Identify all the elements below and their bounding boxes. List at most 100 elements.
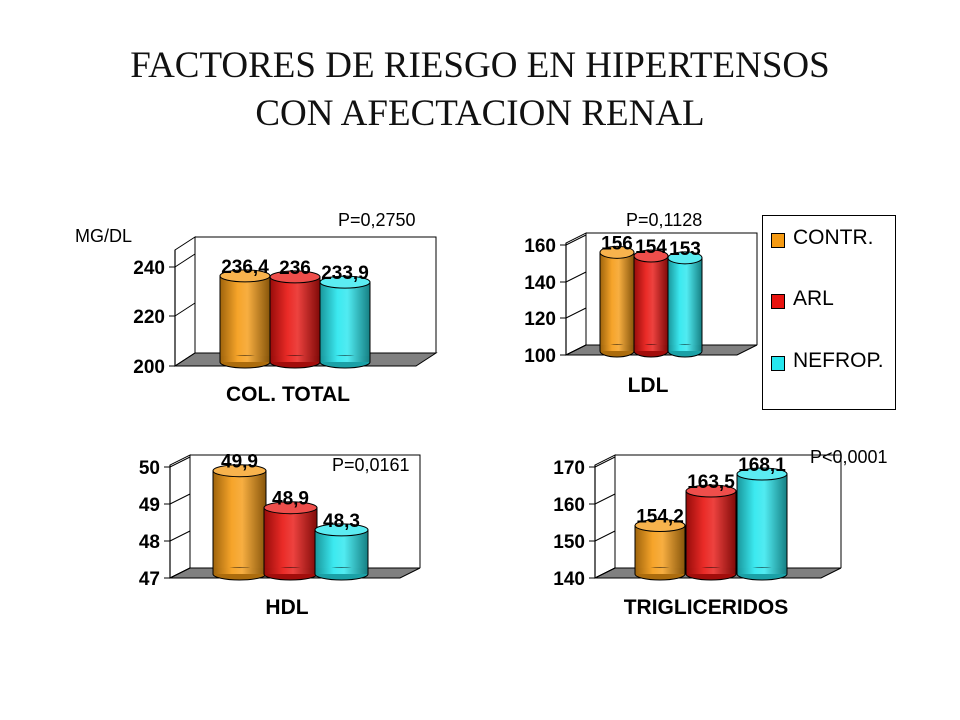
bar-hdl-nefrop: 48,3 — [314, 511, 369, 581]
data-label: 163,5 — [687, 472, 735, 493]
bar-body — [633, 255, 669, 352]
y-tick-slant — [594, 456, 616, 468]
data-label: 236,4 — [221, 257, 269, 278]
y-tick-label: 140 — [524, 273, 556, 294]
page-title: FACTORES DE RIESGO EN HIPERTENSOS CON AF… — [0, 42, 960, 138]
pvalue-col-total: P=0,2750 — [338, 210, 416, 230]
bar-base-fill — [634, 345, 668, 351]
bar-ldl-arl: 154 — [633, 237, 669, 358]
bar-base-fill — [264, 568, 317, 574]
back-wall — [586, 232, 758, 345]
bar-body — [667, 257, 703, 352]
bar-body — [634, 524, 686, 575]
bar-base-fill — [270, 356, 320, 362]
bar-cap — [269, 270, 321, 284]
bar-trigliceridos-nefrop: 168,1 — [736, 455, 788, 581]
bar-base-fill — [315, 568, 368, 574]
bar-base-fill — [220, 356, 270, 362]
y-tick-slant — [174, 352, 196, 367]
unit-label: MG/DL — [75, 226, 133, 246]
y-tick-label: 100 — [524, 346, 556, 367]
side-wall — [169, 454, 191, 579]
y-tick-label: 47 — [139, 569, 160, 590]
legend-swatch-contr — [771, 233, 785, 248]
pvalue-hdl: P=0,0161 — [332, 455, 410, 475]
legend-label-arl: ARL — [793, 287, 834, 310]
bar-body — [736, 473, 788, 575]
bar-hdl-arl: 48,9 — [263, 489, 318, 581]
bar-cap — [263, 501, 318, 515]
bar-cap — [685, 484, 737, 498]
data-label: 154,2 — [636, 506, 684, 527]
y-tick-label: 49 — [139, 495, 160, 516]
y-tick-label: 48 — [139, 532, 160, 553]
y-tick-slant — [169, 530, 191, 542]
back-wall — [195, 236, 437, 353]
bar-col-total-contr: 236,4 — [219, 257, 271, 369]
y-tick-label: 50 — [139, 458, 160, 479]
bar-base-fill — [737, 568, 787, 574]
title-line-1: FACTORES DE RIESGO EN HIPERTENSOS — [130, 45, 830, 86]
y-tick-label: 150 — [553, 532, 585, 553]
data-label: 154 — [635, 237, 667, 258]
y-tick-label: 240 — [133, 258, 165, 279]
bar-cap — [212, 464, 267, 478]
y-tick-slant — [565, 271, 587, 283]
chart-ldl: 100 120 140 160 156 154 153 LDL — [524, 232, 758, 397]
bar-cap — [599, 245, 635, 259]
y-tick-slant — [594, 530, 616, 542]
bar-base-fill — [668, 345, 702, 351]
y-tick-slant — [169, 567, 191, 579]
data-label: 236 — [279, 258, 311, 279]
bar-base-fill — [600, 345, 634, 351]
title-line-2: CON AFECTACION RENAL — [255, 93, 705, 134]
bar-body — [685, 490, 737, 575]
x-axis-label: TRIGLICERIDOS — [624, 596, 789, 619]
legend-swatch-nefrop — [771, 356, 785, 371]
y-tick-slant — [169, 493, 191, 505]
data-label: 168,1 — [738, 455, 786, 476]
y-tick-label: 200 — [133, 357, 165, 378]
x-axis-label: LDL — [628, 374, 669, 397]
bar-hdl-contr: 49,9 — [212, 452, 267, 581]
bar-trigliceridos-contr: 154,2 — [634, 506, 686, 581]
legend-label-nefrop: NEFROP. — [793, 349, 884, 372]
data-label: 49,9 — [221, 452, 258, 473]
y-tick-slant — [174, 302, 196, 317]
bar-cap — [633, 249, 669, 263]
bar-body — [314, 529, 369, 575]
y-tick-slant — [565, 234, 587, 246]
y-tick-label: 120 — [524, 309, 556, 330]
x-axis-label: COL. TOTAL — [226, 383, 350, 406]
y-tick-slant — [565, 344, 587, 356]
y-tick-slant — [594, 493, 616, 505]
bar-cap — [314, 523, 369, 537]
back-wall — [615, 454, 842, 568]
bar-body — [263, 507, 318, 575]
bar-trigliceridos-arl: 163,5 — [685, 472, 737, 581]
y-tick-label: 170 — [553, 458, 585, 479]
y-tick-label: 220 — [133, 307, 165, 328]
y-tick-label: 160 — [553, 495, 585, 516]
bar-cap — [667, 251, 703, 265]
data-label: 48,9 — [272, 489, 309, 510]
bar-col-total-nefrop: 233,9 — [319, 263, 371, 369]
data-label: 153 — [669, 239, 701, 260]
bar-ldl-contr: 156 — [599, 233, 635, 358]
bar-ldl-nefrop: 153 — [667, 239, 703, 358]
bar-base-fill — [320, 356, 370, 362]
x-axis-label: HDL — [265, 596, 308, 619]
data-label: 233,9 — [321, 263, 369, 284]
bar-body — [599, 251, 635, 352]
bar-col-total-arl: 236 — [269, 258, 321, 369]
bar-cap — [634, 518, 686, 532]
legend-label-contr: CONTR. — [793, 226, 874, 249]
bar-cap — [319, 275, 371, 289]
bar-body — [269, 276, 321, 363]
legend-swatch-arl — [771, 294, 785, 309]
y-tick-slant — [169, 456, 191, 468]
y-tick-slant — [174, 253, 196, 268]
chart-hdl: 47 48 49 50 49,9 48,9 48,3 HDL — [139, 452, 421, 619]
pvalue-ldl: P=0,1128 — [626, 210, 703, 230]
